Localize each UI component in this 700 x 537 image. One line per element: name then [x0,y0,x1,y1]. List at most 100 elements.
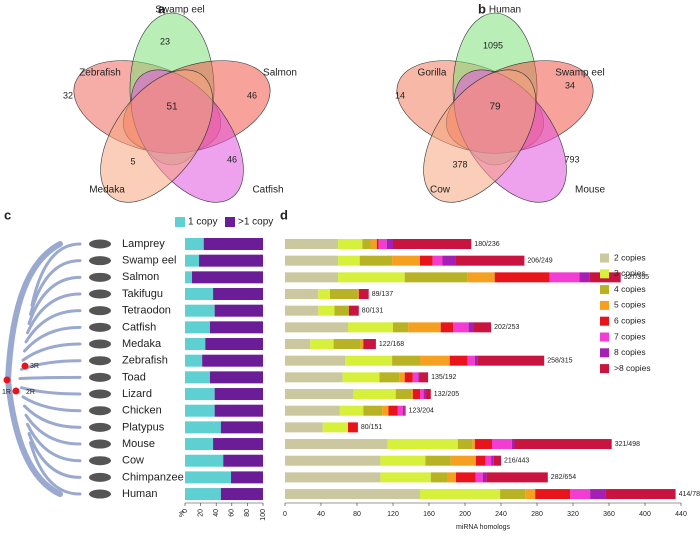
set-label: Swamp eel [155,5,204,16]
legend-label: 3 copies [614,268,646,278]
bar-segment [483,472,487,483]
bar-segment [185,438,214,451]
bar-segment [285,289,319,300]
bar-segment [348,422,358,433]
bar-segment [209,371,263,384]
bar-segment [386,239,393,249]
bar-segment [379,372,400,383]
bar-segment [185,471,232,484]
panel-label: c [4,207,11,222]
bar-segment [209,321,263,334]
tree-branch [30,242,82,307]
bar-segment [223,454,263,467]
unique-count: 23 [160,36,170,46]
bar-segment [199,254,263,267]
bar-segment [468,322,474,333]
tree-branch [29,441,82,496]
species-name: Takifugu [122,288,163,300]
tree-branch [26,292,82,335]
bar-segment [447,472,456,483]
bar-segment [486,472,548,483]
bar-segment [192,271,263,284]
unique-count: 46 [227,154,237,164]
bar-segment [455,255,525,266]
set-label: Catfish [252,185,283,196]
bar-segment [285,455,381,466]
bar-segment [285,472,381,483]
species-name: Chicken [122,405,162,417]
species-icon [89,372,111,382]
bar-segment [380,472,431,483]
x-tick-label: 0 [283,511,287,518]
x-tick-label: 120 [387,511,399,518]
set-label: Medaka [89,185,125,196]
bar-label: 180/236 [474,241,499,248]
bar-segment [393,322,409,333]
set-label: Human [489,5,521,16]
bar-label: 258/315 [547,358,572,365]
x-tick-label: 100 [260,509,267,521]
tree-branch [27,275,82,326]
bar-segment [359,255,393,266]
bar-segment [493,455,501,466]
bar-segment [363,405,383,416]
bar-segment [348,322,393,333]
bar-segment [185,271,193,284]
bar-label: 89/137 [372,291,394,298]
x-tick-label: 400 [639,511,651,518]
bar-segment [423,389,426,400]
bar-segment [378,239,387,249]
legend-swatch [600,285,609,295]
bar-segment [420,255,433,266]
bar-segment [185,488,221,501]
bar-segment [285,272,339,283]
bar-segment [220,421,263,434]
bar-segment [472,439,475,450]
x-tick-label: 240 [495,511,507,518]
bar-label: 282/654 [551,474,576,481]
bar-segment [214,388,263,401]
bar-segment [549,272,580,283]
bar-segment [411,389,413,400]
bar-segment [535,489,571,500]
tree-branch [27,432,82,479]
duplication-dot [3,376,11,384]
bar-segment [425,389,431,400]
bar-segment [420,372,429,383]
bar-segment [404,372,413,383]
bar-label: 206/249 [527,258,552,265]
bar-segment [570,489,591,500]
bar-segment [185,454,224,467]
x-tick-label: 200 [459,511,471,518]
bar-segment [420,389,424,400]
set-label: Zebrafish [79,68,121,79]
shared-count: 79 [489,102,501,113]
tree-branch [21,342,82,362]
species-icon [89,239,111,249]
legend-label: 2 copies [614,252,646,262]
species-icon [89,406,111,416]
bar-segment [185,421,221,434]
x-tick-label: 40 [317,511,325,518]
species-name: Toad [122,371,146,383]
bar-segment [494,272,550,283]
species-name: Lamprey [122,238,165,250]
legend-label: >1 copy [238,217,273,228]
bar-segment [185,354,203,367]
bar-segment [467,272,495,283]
set-label: Salmon [263,68,297,79]
bar-segment [425,455,451,466]
bar-segment [388,405,398,416]
duplication-label: 3R [30,363,39,370]
x-tick-label: 0 [182,509,189,513]
species-icon [89,272,111,282]
bar-label: 414/780 [679,491,700,498]
unique-count: 46 [247,90,257,100]
legend-swatch [600,253,609,263]
x-tick-label: 160 [423,511,435,518]
species-name: Zebrafish [122,355,168,367]
unique-count: 793 [564,154,579,164]
bar-segment [579,272,590,283]
bar-segment [231,471,263,484]
